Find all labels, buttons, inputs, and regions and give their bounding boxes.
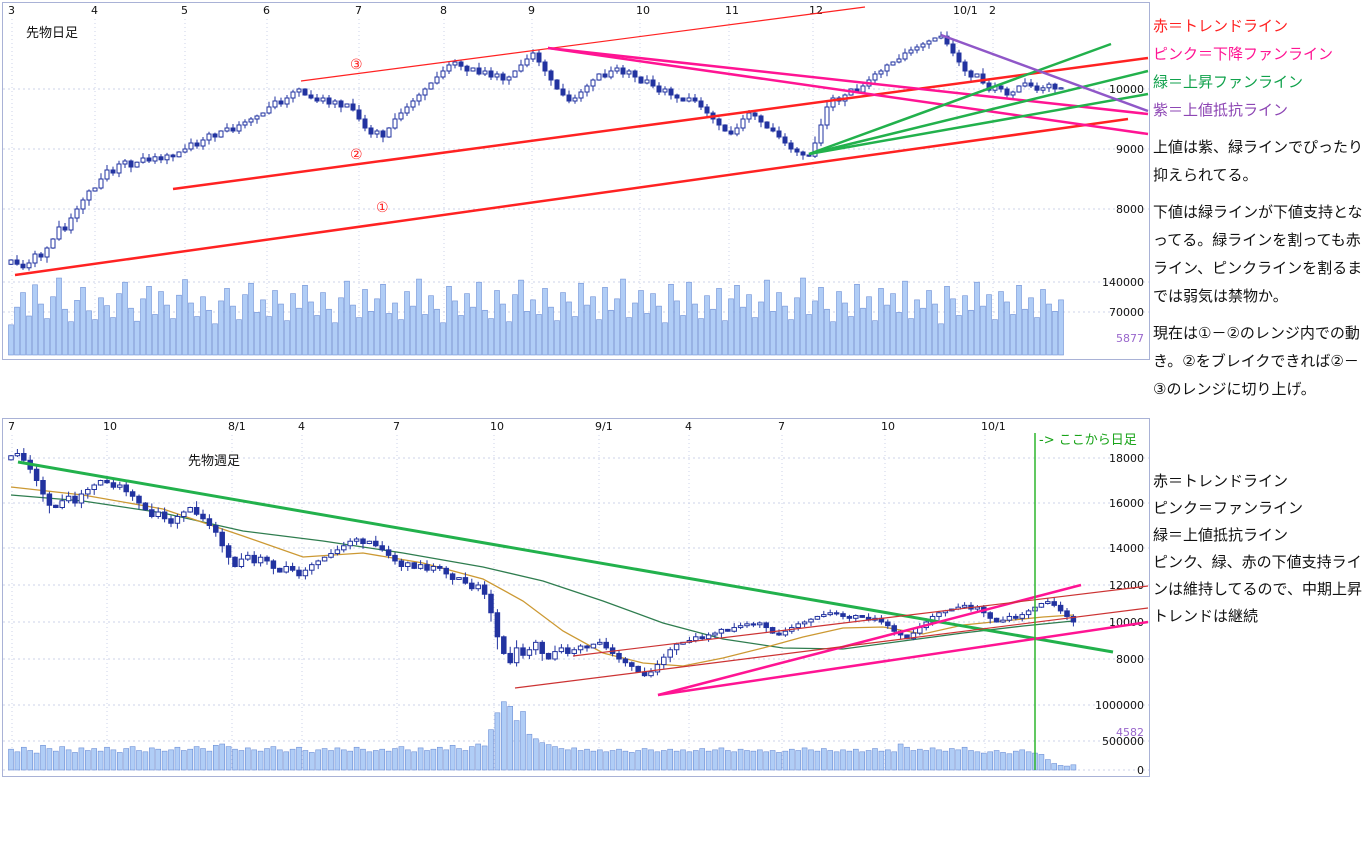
svg-text:9: 9 [528,4,535,17]
red-channel-line-2 [172,56,1149,191]
candles [8,448,1077,678]
svg-text:10: 10 [103,420,117,433]
note-paragraph: 現在は①－②のレンジ内での動き。②をブレイクできれば②－③のレンジに切り上げ。 [1153,324,1360,398]
purple-resistance-line [940,33,1149,113]
legend-item: ピンク＝下降ファンライン [1153,45,1334,63]
svg-text:1000000: 1000000 [1095,699,1144,712]
candles [8,31,1064,271]
svg-text:9000: 9000 [1116,143,1144,156]
svg-text:18000: 18000 [1109,452,1144,465]
volume-bars [8,277,1064,356]
legend-item: ピンク＝ファンライン [1153,499,1304,517]
red-channel-line-1 [14,117,1129,277]
annotations: ③ ② ① [350,57,389,216]
latest-volume-label: 4582 [1116,726,1144,739]
svg-text:0: 0 [1137,764,1144,776]
svg-text:9/1: 9/1 [595,420,613,433]
latest-volume-label: 5877 [1116,332,1144,345]
weekly-candlestick-chart: 7 10 8/1 4 7 10 9/1 4 7 10 10/1 18000 16000 14000 1200… [3,420,1149,776]
svg-text:10: 10 [881,420,895,433]
line-number-label: ③ [350,57,363,73]
green-fan-line-3 [808,92,1149,156]
svg-text:12: 12 [809,4,823,17]
svg-text:5: 5 [181,4,188,17]
trendlines [14,6,1149,277]
svg-text:14000: 14000 [1109,542,1144,555]
svg-text:4: 4 [298,420,305,433]
note-paragraph: ピンク、緑、赤の下値支持ラインは維持してるので、中期上昇トレンドは継続 [1153,553,1362,625]
svg-text:7: 7 [778,420,785,433]
note-paragraph: 上値は紫、緑ラインでぴったり抑えられてる。 [1153,138,1364,184]
svg-text:7: 7 [8,420,15,433]
legend-item: 赤＝トレンドライン [1153,17,1289,35]
svg-text:500000: 500000 [1102,735,1144,748]
legend-item: 緑＝上昇ファンライン [1153,73,1304,91]
volume-bars [8,701,1077,771]
pink-fan-line-2 [547,46,1149,136]
pink-fan-line-2 [657,620,1149,697]
svg-text:10000: 10000 [1109,83,1144,96]
legend-item: 緑＝上値抵抗ライン [1153,526,1289,544]
svg-text:70000: 70000 [1109,306,1144,319]
weekly-notes-column: 赤＝トレンドライン ピンク＝ファンライン 緑＝上値抵抗ラインピンク、緑、赤の下値支持… [1153,468,1364,630]
weekly-chart-panel: 7 10 8/1 4 7 10 9/1 4 7 10 10/1 18000 16000 14000 1200… [2,418,1150,777]
svg-text:11: 11 [725,4,739,17]
svg-text:140000: 140000 [1102,276,1144,289]
daily-chart-title: 先物日足 [26,26,79,41]
red-trend-line-2 [572,585,1149,657]
grid: 3 4 5 6 7 8 9 10 11 12 10/1 2 10000 9000 8000 140000 700… [3,4,1149,355]
svg-text:16000: 16000 [1109,497,1144,510]
green-resistance-line [17,460,1114,654]
svg-text:10/1: 10/1 [981,420,1006,433]
svg-text:4: 4 [685,420,692,433]
green-fan-line-1 [808,42,1112,156]
ma-long [10,494,1074,650]
daily-start-marker-label: -> ここから日足 [1039,433,1137,448]
legend-item: 紫＝上値抵抗ライン [1153,101,1289,119]
line-number-label: ① [376,200,389,216]
svg-text:7: 7 [393,420,400,433]
svg-text:2: 2 [989,4,996,17]
svg-text:8000: 8000 [1116,203,1144,216]
svg-text:4: 4 [91,4,98,17]
grid: 7 10 8/1 4 7 10 9/1 4 7 10 10/1 18000 16000 14000 1200… [3,420,1149,776]
daily-notes-column: 赤＝トレンドラインピンク＝下降ファンライン 緑＝上昇ファンライン 紫＝上値抵抗ライン… [1153,12,1364,403]
svg-text:10: 10 [490,420,504,433]
red-channel-line-3 [300,6,866,82]
svg-text:7: 7 [355,4,362,17]
svg-text:8000: 8000 [1116,653,1144,666]
svg-text:10/1: 10/1 [953,4,978,17]
green-fan-line-2 [808,69,1149,156]
ma-short [10,486,1074,667]
svg-text:6: 6 [263,4,270,17]
legend-item: 赤＝トレンドライン [1153,472,1289,490]
note-paragraph: 下値は緑ラインが下値支持となってる。緑ラインを割っても赤ライン、ピンクラインを割… [1153,203,1363,305]
daily-candlestick-chart: 3 4 5 6 7 8 9 10 11 12 10/1 2 10000 9000 8000 140000 700… [3,4,1149,356]
svg-text:8/1: 8/1 [228,420,246,433]
svg-text:12000: 12000 [1109,579,1144,592]
line-number-label: ② [350,147,363,163]
trendlines [17,460,1149,697]
svg-text:3: 3 [8,4,15,17]
svg-text:8: 8 [440,4,447,17]
marker-line: -> ここから日足 [1034,433,1137,770]
weekly-chart-title: 先物週足 [188,454,241,469]
daily-chart-panel: 3 4 5 6 7 8 9 10 11 12 10/1 2 10000 9000 8000 140000 700… [2,2,1150,360]
svg-text:10: 10 [636,4,650,17]
red-trend-line-1 [514,607,1149,689]
pink-fan-line-1 [547,46,1149,116]
